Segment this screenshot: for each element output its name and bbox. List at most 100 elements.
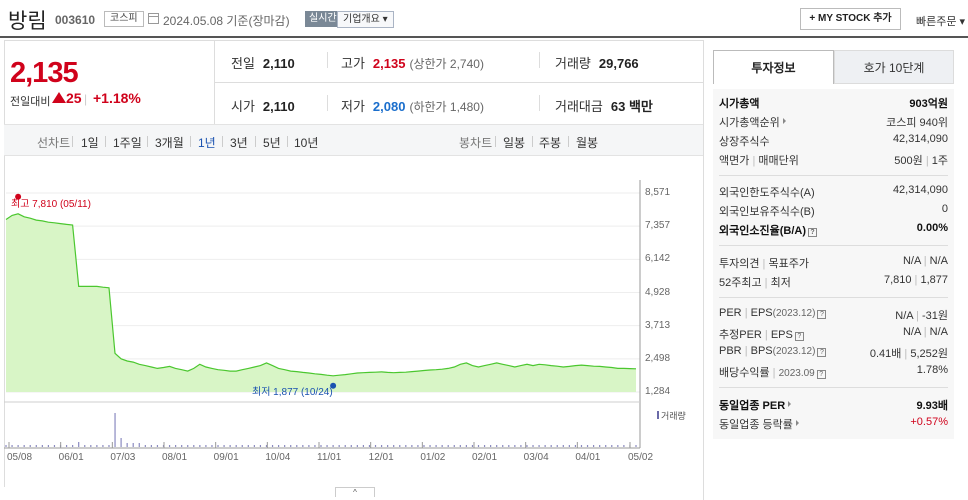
help-icon[interactable]: ? xyxy=(808,228,817,237)
company-overview-dropdown[interactable]: 기업개요 ▾ xyxy=(337,11,394,28)
volume-bar xyxy=(205,445,207,447)
per-eps-row: PER | EPS(2023.12)? N/A | -31원 xyxy=(719,307,948,322)
line-chart-label[interactable]: 선차트 xyxy=(37,136,71,150)
quick-order-dropdown[interactable]: 빠른주문 ▾ xyxy=(916,16,966,28)
divider xyxy=(4,40,5,487)
volume-bar xyxy=(138,443,140,447)
tab-daily[interactable]: 일봉 xyxy=(503,136,526,150)
low-marker xyxy=(330,382,337,389)
volume-bar xyxy=(175,445,177,447)
volume-bar xyxy=(314,445,316,447)
tab-separator xyxy=(287,136,288,147)
up-arrow-icon xyxy=(52,92,66,103)
price-area xyxy=(6,213,636,392)
divider xyxy=(4,40,703,41)
volume-bar xyxy=(114,413,116,447)
divider xyxy=(327,95,328,111)
industry-rate-row[interactable]: 동일업종 등락률 +0.57% xyxy=(719,416,948,431)
volume-bar xyxy=(520,445,522,447)
y-tick-label: 7,357 xyxy=(645,220,671,232)
market-cap-rank-row[interactable]: 시가총액순위 코스피 940위 xyxy=(719,117,948,129)
tab-1d[interactable]: 1일 xyxy=(81,136,99,150)
help-icon[interactable]: ? xyxy=(794,332,804,341)
y-tick-label: 3,713 xyxy=(645,319,671,331)
tab-3m[interactable]: 3개월 xyxy=(155,136,184,150)
volume-bar xyxy=(53,445,56,447)
help-icon[interactable]: ? xyxy=(816,370,826,379)
volume-bar xyxy=(265,445,268,447)
dividend-row: 배당수익률 | 2023.09? 1.78% xyxy=(719,364,948,379)
divider xyxy=(327,52,328,68)
volume-bar xyxy=(623,445,625,447)
help-icon[interactable]: ? xyxy=(817,348,827,357)
volume-bar xyxy=(23,445,25,447)
tab-weekly[interactable]: 주봉 xyxy=(539,136,562,150)
volume-bar xyxy=(362,445,365,447)
divider xyxy=(719,297,948,298)
chart-collapse-button[interactable]: ^ xyxy=(335,487,375,497)
tab-investment-info[interactable]: 투자정보 xyxy=(713,50,834,84)
est-per-eps-row: 추정PER | EPS? N/A | N/A xyxy=(719,326,948,341)
reference-date: 2024.05.08 기준(장마감) xyxy=(163,14,290,28)
volume-bar xyxy=(617,445,619,447)
volume-bar xyxy=(532,445,534,447)
tab-separator xyxy=(495,136,496,147)
tab-hoga-10[interactable]: 호가 10단계 xyxy=(834,50,954,84)
tab-monthly[interactable]: 월봉 xyxy=(576,136,599,150)
tab-5y[interactable]: 5년 xyxy=(263,136,281,150)
tab-10y[interactable]: 10년 xyxy=(294,136,319,150)
pbr-bps-row: PBR | BPS(2023.12)? 0.41배 | 5,252원 xyxy=(719,345,948,360)
x-tick-label: 05/08 xyxy=(7,452,33,463)
volume-bar xyxy=(96,445,98,447)
panel-tabs: 투자정보 호가 10단계 xyxy=(713,50,954,84)
volume-bar xyxy=(168,445,171,447)
x-tick-label: 10/04 xyxy=(265,452,291,463)
realtime-badge[interactable]: 실시간 xyxy=(305,11,341,27)
volume-bar xyxy=(320,445,322,447)
divider xyxy=(703,40,704,500)
y-tick-label: 1,284 xyxy=(645,386,671,397)
tab-3y[interactable]: 3년 xyxy=(230,136,248,150)
volume-bar xyxy=(483,445,486,447)
tab-1w[interactable]: 1주일 xyxy=(113,136,142,150)
volume-bar xyxy=(84,445,86,447)
divider xyxy=(214,82,703,83)
volume-bar xyxy=(514,445,516,447)
high-marker xyxy=(15,193,22,200)
volume-bar xyxy=(156,445,159,447)
change-value: 25 xyxy=(66,90,82,106)
volume-bar xyxy=(65,445,68,447)
volume-bar xyxy=(574,445,577,447)
volume-bar xyxy=(496,445,498,447)
x-tick-label: 12/01 xyxy=(368,452,394,463)
volume-bar xyxy=(538,445,540,447)
volume-bar xyxy=(235,445,237,447)
quote-open: 시가 2,110 xyxy=(231,99,295,114)
price-line xyxy=(5,213,637,377)
volume-bar xyxy=(586,445,589,447)
volume-label: 거래량 xyxy=(657,409,686,422)
volume-bar xyxy=(223,445,225,447)
tab-separator xyxy=(105,136,106,147)
tab-1y[interactable]: 1년 xyxy=(198,136,216,150)
volume-bar xyxy=(599,445,601,447)
quote-low: 저가 2,080 (하한가 1,480) xyxy=(341,99,484,114)
divider xyxy=(719,245,948,246)
add-my-stock-button[interactable]: + MY STOCK 추가 xyxy=(800,8,901,30)
x-tick-label: 07/03 xyxy=(110,452,136,463)
x-tick-label: 08/01 xyxy=(162,452,188,463)
volume-bar xyxy=(5,445,7,447)
industry-per-row[interactable]: 동일업종 PER 9.93배 xyxy=(719,400,948,412)
y-tick-label: 8,571 xyxy=(645,187,671,198)
price-chart[interactable] xyxy=(4,180,703,470)
opinion-target-row: 투자의견 | 목표주가 N/A | N/A xyxy=(719,255,948,270)
help-icon[interactable]: ? xyxy=(817,310,827,319)
volume-bar xyxy=(271,445,274,447)
volume-bar xyxy=(605,445,607,447)
y-tick-label: 2,498 xyxy=(645,352,671,364)
x-tick-label: 11/01 xyxy=(317,452,342,463)
candle-chart-label[interactable]: 봉차트 xyxy=(459,136,493,150)
volume-bar xyxy=(199,445,201,447)
tab-separator xyxy=(532,136,533,147)
volume-bar xyxy=(126,443,128,447)
